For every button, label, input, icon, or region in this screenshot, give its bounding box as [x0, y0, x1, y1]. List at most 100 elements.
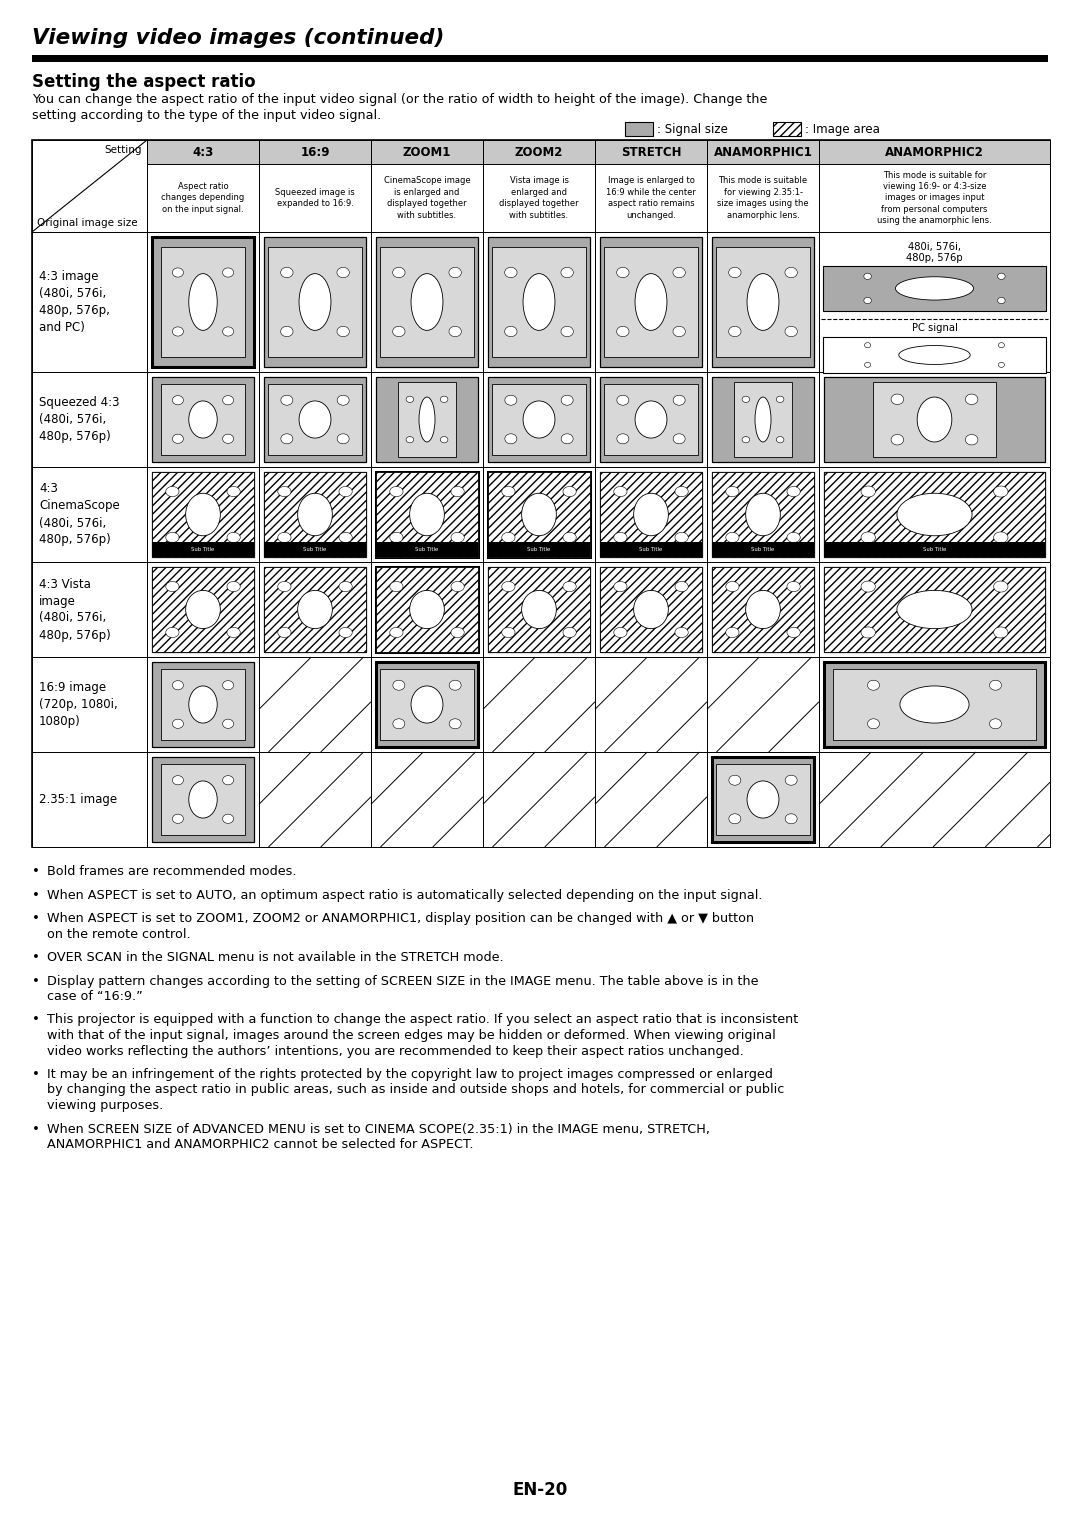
Text: Setting the aspect ratio: Setting the aspect ratio — [32, 73, 256, 92]
Ellipse shape — [222, 434, 233, 443]
Ellipse shape — [787, 533, 800, 542]
Bar — [32, 373, 147, 467]
Bar — [372, 163, 483, 232]
Ellipse shape — [777, 437, 784, 443]
Bar — [152, 757, 254, 841]
Ellipse shape — [189, 686, 217, 724]
Ellipse shape — [451, 487, 464, 496]
Ellipse shape — [419, 397, 435, 441]
Ellipse shape — [451, 582, 464, 591]
Ellipse shape — [675, 487, 688, 496]
Bar — [873, 382, 997, 457]
Bar — [152, 377, 254, 463]
Ellipse shape — [390, 533, 403, 542]
Ellipse shape — [634, 591, 669, 629]
Ellipse shape — [504, 434, 517, 444]
Bar — [32, 751, 147, 847]
Text: This projector is equipped with a function to change the aspect ratio. If you se: This projector is equipped with a functi… — [48, 1014, 798, 1026]
Text: This mode is suitable for
viewing 16:9- or 4:3-size
images or images input
from : This mode is suitable for viewing 16:9- … — [877, 171, 991, 226]
Bar — [376, 567, 478, 652]
Text: Bold frames are recommended modes.: Bold frames are recommended modes. — [48, 864, 297, 878]
Ellipse shape — [337, 327, 349, 336]
Bar — [264, 472, 366, 557]
Text: 480i, 576i,: 480i, 576i, — [908, 241, 961, 252]
Bar — [147, 373, 259, 467]
Bar — [32, 55, 1048, 63]
Ellipse shape — [339, 487, 352, 496]
Ellipse shape — [165, 628, 179, 638]
Ellipse shape — [449, 680, 461, 690]
Ellipse shape — [451, 628, 464, 638]
Ellipse shape — [729, 267, 741, 278]
Bar — [483, 373, 595, 467]
Bar — [716, 764, 810, 835]
Ellipse shape — [729, 814, 741, 823]
Bar — [147, 140, 259, 163]
Ellipse shape — [502, 628, 515, 638]
Ellipse shape — [613, 487, 627, 496]
Ellipse shape — [675, 533, 688, 542]
Bar — [595, 657, 707, 751]
Bar — [152, 542, 254, 557]
Ellipse shape — [173, 267, 184, 276]
Bar — [595, 163, 707, 232]
Text: Display pattern changes according to the setting of SCREEN SIZE in the IMAGE men: Display pattern changes according to the… — [48, 974, 758, 988]
Ellipse shape — [900, 686, 969, 724]
Ellipse shape — [899, 345, 970, 365]
Ellipse shape — [726, 487, 739, 496]
Ellipse shape — [222, 719, 233, 728]
Ellipse shape — [561, 267, 573, 278]
Ellipse shape — [406, 437, 414, 443]
Ellipse shape — [989, 680, 1001, 690]
Bar — [372, 562, 483, 657]
Ellipse shape — [726, 533, 739, 542]
Text: case of “16:9.”: case of “16:9.” — [48, 989, 143, 1003]
Bar — [600, 472, 702, 557]
Bar — [824, 567, 1045, 652]
Bar — [259, 467, 372, 562]
Ellipse shape — [222, 395, 233, 405]
Ellipse shape — [865, 362, 870, 368]
Bar — [833, 669, 1036, 741]
Ellipse shape — [613, 582, 627, 591]
Text: : Signal size: : Signal size — [657, 122, 728, 136]
Text: ZOOM2: ZOOM2 — [515, 145, 563, 159]
Text: 4:3
CinemaScope
(480i, 576i,
480p, 576p): 4:3 CinemaScope (480i, 576i, 480p, 576p) — [39, 483, 120, 547]
Bar — [819, 163, 1050, 232]
Bar — [819, 232, 1050, 373]
Bar — [712, 472, 814, 557]
Ellipse shape — [865, 342, 870, 348]
Ellipse shape — [222, 814, 233, 823]
Bar — [819, 751, 1050, 847]
Text: Sub Title: Sub Title — [191, 547, 215, 551]
Bar — [483, 232, 595, 373]
Ellipse shape — [409, 493, 444, 536]
Ellipse shape — [785, 776, 797, 785]
Bar — [492, 383, 586, 455]
Bar — [259, 751, 372, 847]
Ellipse shape — [339, 628, 352, 638]
Ellipse shape — [165, 582, 179, 591]
Bar — [259, 562, 372, 657]
Ellipse shape — [339, 582, 352, 591]
Ellipse shape — [787, 628, 800, 638]
Bar — [595, 562, 707, 657]
Bar — [483, 163, 595, 232]
Text: 2.35:1 image: 2.35:1 image — [39, 793, 117, 806]
Ellipse shape — [504, 395, 517, 405]
Text: Sub Title: Sub Title — [416, 547, 438, 551]
Bar — [147, 467, 259, 562]
Bar — [259, 140, 372, 163]
Ellipse shape — [994, 628, 1008, 638]
Bar — [147, 163, 259, 232]
Ellipse shape — [864, 298, 872, 304]
Bar — [707, 140, 819, 163]
Bar — [399, 382, 456, 457]
Bar — [600, 237, 702, 366]
Bar — [824, 472, 1045, 557]
Ellipse shape — [173, 434, 184, 443]
Bar — [600, 542, 702, 557]
Text: ANAMORPHIC1: ANAMORPHIC1 — [714, 145, 812, 159]
Bar — [488, 472, 590, 557]
Ellipse shape — [562, 434, 573, 444]
